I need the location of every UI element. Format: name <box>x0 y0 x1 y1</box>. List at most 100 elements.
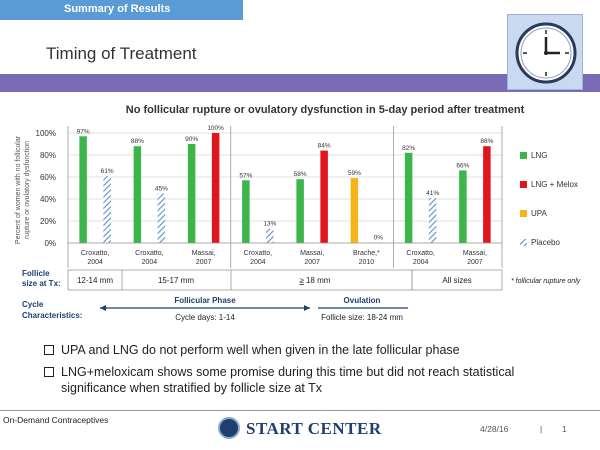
group-name: 2007 <box>304 259 320 266</box>
clock-icon <box>507 14 583 90</box>
start-center-logo: START CENTER <box>218 414 408 444</box>
follicle-size-12-14: 12-14 mm <box>77 276 113 285</box>
legend-label: LNG + Melox <box>531 180 578 189</box>
footer-date: 4/28/16 <box>480 424 509 434</box>
cycle-label-1: Cycle <box>22 300 44 309</box>
ovulation-label: Ovulation <box>344 296 381 305</box>
footer-divider <box>0 410 600 411</box>
legend-swatch <box>520 210 527 217</box>
footer-course-name: On-Demand Contraceptives <box>3 415 109 425</box>
title-accent-bar <box>0 74 600 92</box>
bullet-list: UPA and LNG do not perform well when giv… <box>44 342 564 402</box>
bar-value-label: 90% <box>185 136 198 143</box>
follicle-size-box <box>67 269 413 291</box>
group-names: Croxatto, 2004 Croxatto, 2004 Massai, 2007 Cro… <box>81 250 487 266</box>
follicle-size-all: All sizes <box>442 276 471 285</box>
group-name: 2004 <box>142 259 158 266</box>
section-title: Summary of Results <box>64 3 171 15</box>
y-axis-label-line2: rupture or ovulatory dysfunction <box>24 141 31 239</box>
bar-value-label: 61% <box>101 168 114 175</box>
bar <box>428 197 437 243</box>
group-name: Brache,* <box>353 250 380 257</box>
legend-swatch <box>520 239 527 246</box>
ovulation-sub: Follicle size: 18-24 mm <box>321 313 403 322</box>
bar-value-label: 97% <box>77 128 90 135</box>
bar <box>266 228 274 243</box>
bar-value-label: 13% <box>263 221 276 228</box>
y-tick-label: 40% <box>40 195 56 204</box>
section-banner: Summary of Results <box>0 0 243 20</box>
group-name: 2007 <box>196 259 212 266</box>
follicle-size-15-17: 15-17 mm <box>158 276 194 285</box>
legend-swatch <box>520 152 527 159</box>
bar-value-label: 58% <box>294 171 307 178</box>
group-name: 2004 <box>87 259 103 266</box>
bar-value-label: 41% <box>426 190 439 197</box>
bar-value-label: 100% <box>207 125 224 132</box>
bar <box>404 152 413 243</box>
bar <box>320 150 328 243</box>
bar <box>242 180 250 243</box>
bullet-item-1: UPA and LNG do not perform well when giv… <box>44 342 564 358</box>
bar-value-label: 45% <box>155 186 168 193</box>
bar <box>103 175 111 243</box>
bar <box>459 170 467 243</box>
bars <box>79 133 491 243</box>
slide-title: Timing of Treatment <box>46 44 197 63</box>
y-tick-labels: 0% 20% 40% 60% 80% 100% <box>36 129 56 248</box>
bullet-text-1: UPA and LNG do not perform well when giv… <box>61 343 460 357</box>
follicular-phase-label: Follicular Phase <box>174 296 236 305</box>
bullet-text-2: LNG+meloxicam shows some promise during … <box>61 365 515 395</box>
bar-value-label: 59% <box>348 170 361 177</box>
legend-label: LNG <box>531 151 547 160</box>
group-name: 2004 <box>413 259 429 266</box>
results-chart: No follicular rupture or ovulatory dysfu… <box>15 104 581 322</box>
group-name: 2004 <box>250 259 266 266</box>
footer-separator: | <box>540 424 543 434</box>
bar-value-label: 88% <box>131 138 144 145</box>
legend-label: Placebo <box>531 238 560 247</box>
legend: LNG LNG + Melox UPA Placebo <box>520 151 578 247</box>
bar <box>157 193 166 243</box>
geq-symbol: ≥ <box>300 276 305 285</box>
group-dividers <box>67 126 503 268</box>
bar <box>187 144 196 243</box>
group-name: 2007 <box>467 259 483 266</box>
logo-text: START CENTER <box>246 419 382 438</box>
y-tick-label: 0% <box>44 239 56 248</box>
bar <box>133 146 142 243</box>
group-name: Croxatto, <box>135 250 163 257</box>
bar <box>296 179 304 243</box>
group-name: Croxatto, <box>406 250 434 257</box>
follicle-size-box-all <box>411 269 503 291</box>
chart-title: No follicular rupture or ovulatory dysfu… <box>126 104 525 116</box>
bar <box>79 136 87 243</box>
bar-value-label: 57% <box>239 172 252 179</box>
follicle-size-label-1: Follicle <box>22 269 50 278</box>
y-axis-label-line1: Percent of women with no follicular <box>15 135 22 244</box>
page-number: 1 <box>562 424 567 434</box>
group-name: Massai, <box>192 250 216 257</box>
bullet-item-2: LNG+meloxicam shows some promise during … <box>44 364 564 396</box>
follicle-size-label-2: size at Tx: <box>22 279 61 288</box>
legend-label: UPA <box>531 209 548 218</box>
group-name: Croxatto, <box>244 250 272 257</box>
cycle-label-2: Characteristics: <box>22 311 82 320</box>
bar-value-label: 0% <box>374 234 384 241</box>
y-tick-label: 60% <box>40 173 56 182</box>
group-name: Massai, <box>463 250 487 257</box>
arrow-right-icon <box>304 305 310 311</box>
group-name: 2010 <box>359 259 375 266</box>
legend-swatch <box>520 181 527 188</box>
group-name: Massai, <box>300 250 324 257</box>
bar <box>350 178 359 243</box>
globe-logo-icon <box>218 417 240 439</box>
footnote: * follicular rupture only <box>511 278 581 285</box>
follicular-phase-sub: Cycle days: 1-14 <box>175 313 235 322</box>
bar-value-label: 88% <box>480 138 493 145</box>
bar-labels: 97% 61% 88% 45% 90% 100% 57% 13% 58% 84% 59% 0% 82% 4… <box>77 125 494 241</box>
checkbox-bullet-icon <box>44 345 54 355</box>
y-tick-label: 100% <box>36 129 56 138</box>
arrow-left-icon <box>100 305 106 311</box>
group-name: Croxatto, <box>81 250 109 257</box>
